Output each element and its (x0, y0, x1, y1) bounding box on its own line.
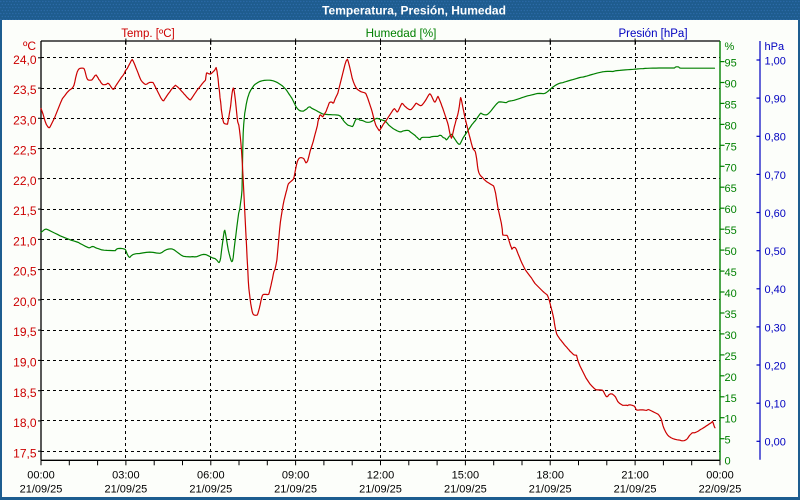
svg-text:21/09/25: 21/09/25 (614, 484, 657, 496)
svg-text:0,60: 0,60 (765, 208, 786, 220)
svg-text:21/09/25: 21/09/25 (529, 484, 572, 496)
svg-text:23,5: 23,5 (13, 83, 37, 97)
svg-text:09:00: 09:00 (282, 470, 310, 482)
svg-text:19,5: 19,5 (13, 325, 37, 339)
svg-text:35: 35 (725, 309, 737, 321)
svg-text:22/09/25: 22/09/25 (699, 484, 742, 496)
svg-text:75: 75 (725, 141, 737, 153)
svg-text:23,0: 23,0 (13, 113, 37, 127)
svg-text:03:00: 03:00 (112, 470, 140, 482)
svg-text:21/09/25: 21/09/25 (104, 484, 147, 496)
svg-text:21/09/25: 21/09/25 (274, 484, 317, 496)
svg-text:18,5: 18,5 (13, 386, 37, 400)
svg-text:21,5: 21,5 (13, 204, 37, 218)
svg-text:0: 0 (725, 456, 731, 468)
svg-text:10: 10 (725, 414, 737, 426)
svg-text:18,0: 18,0 (13, 416, 37, 430)
svg-text:0,30: 0,30 (765, 322, 786, 334)
svg-text:12:00: 12:00 (367, 470, 395, 482)
svg-text:85: 85 (725, 99, 737, 111)
svg-text:06:00: 06:00 (197, 470, 225, 482)
svg-text:0,40: 0,40 (765, 284, 786, 296)
svg-text:90: 90 (725, 79, 737, 91)
svg-text:24,0: 24,0 (13, 53, 37, 67)
svg-text:00:00: 00:00 (706, 470, 734, 482)
svg-text:22,0: 22,0 (13, 174, 37, 188)
svg-text:00:00: 00:00 (27, 470, 55, 482)
svg-text:5: 5 (725, 435, 731, 447)
svg-text:Presión [hPa]: Presión [hPa] (618, 28, 687, 40)
svg-text:Humedad [%]: Humedad [%] (366, 27, 437, 40)
svg-text:hPa: hPa (765, 41, 785, 53)
svg-text:20,0: 20,0 (13, 295, 37, 309)
svg-text:25: 25 (725, 351, 737, 363)
svg-text:Temperatura, Presión, Humedad: Temperatura, Presión, Humedad (322, 4, 506, 18)
svg-text:0,50: 0,50 (765, 246, 786, 258)
svg-text:1,00: 1,00 (765, 55, 786, 67)
svg-text:21/09/25: 21/09/25 (359, 484, 402, 496)
svg-text:20: 20 (725, 372, 737, 384)
svg-text:0,70: 0,70 (765, 170, 786, 182)
svg-text:ºC: ºC (23, 39, 36, 53)
svg-text:21/09/25: 21/09/25 (444, 484, 487, 496)
svg-text:65: 65 (725, 183, 737, 195)
svg-text:60: 60 (725, 204, 737, 216)
svg-text:20,5: 20,5 (13, 265, 37, 279)
svg-text:95: 95 (725, 58, 737, 70)
svg-text:22,5: 22,5 (13, 144, 37, 158)
svg-text:21,0: 21,0 (13, 235, 37, 249)
svg-text:21/09/25: 21/09/25 (189, 484, 232, 496)
svg-text:18:00: 18:00 (536, 470, 564, 482)
svg-text:15:00: 15:00 (452, 470, 480, 482)
svg-text:15: 15 (725, 393, 737, 405)
svg-text:17,5: 17,5 (13, 446, 37, 460)
svg-text:0,90: 0,90 (765, 94, 786, 106)
svg-text:45: 45 (725, 267, 737, 279)
svg-text:0,80: 0,80 (765, 132, 786, 144)
svg-text:19,0: 19,0 (13, 356, 37, 370)
svg-text:Temp. [ºC]: Temp. [ºC] (121, 28, 174, 40)
svg-text:30: 30 (725, 330, 737, 342)
svg-text:%: % (725, 41, 735, 53)
svg-text:21:00: 21:00 (621, 470, 649, 482)
svg-text:0,00: 0,00 (765, 437, 786, 449)
svg-text:50: 50 (725, 246, 737, 258)
svg-text:80: 80 (725, 120, 737, 132)
svg-text:21/09/25: 21/09/25 (20, 484, 63, 496)
svg-text:0,10: 0,10 (765, 399, 786, 411)
svg-text:70: 70 (725, 162, 737, 174)
svg-text:0,20: 0,20 (765, 360, 786, 372)
svg-text:40: 40 (725, 288, 737, 300)
svg-text:55: 55 (725, 225, 737, 237)
